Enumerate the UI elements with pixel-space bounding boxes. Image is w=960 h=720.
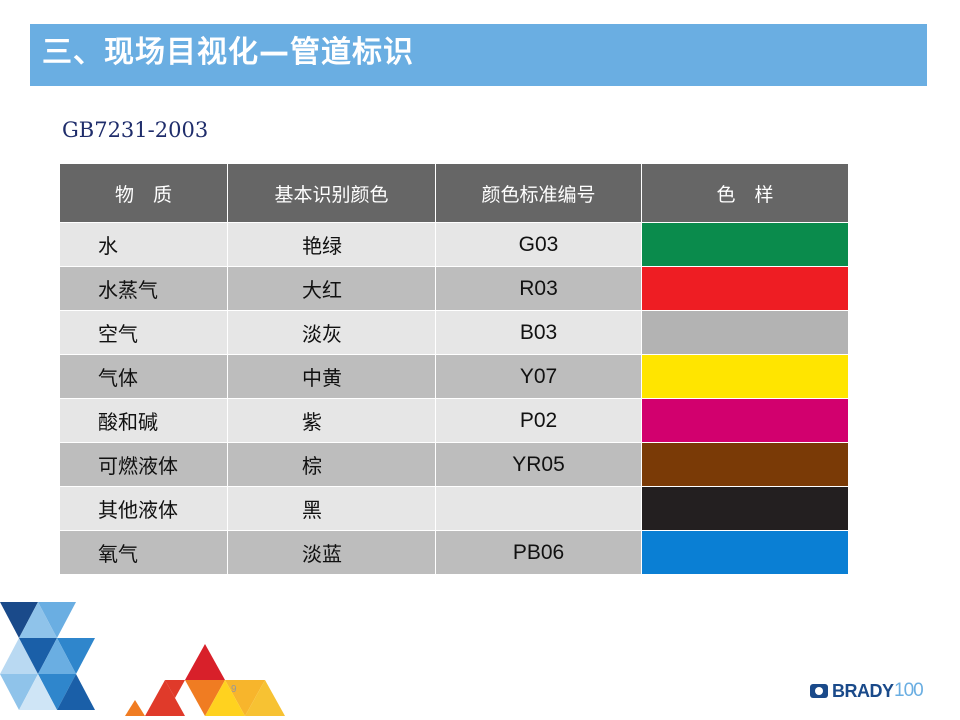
color-swatch	[641, 266, 849, 311]
triangle-decoration	[0, 602, 285, 716]
substance-cell: 酸和碱	[59, 398, 228, 443]
table-row: 水蒸气 大红 R03	[59, 266, 849, 311]
table-row: 气体 中黄 Y07	[59, 354, 849, 399]
table-row: 可燃液体 棕 YR05	[59, 442, 849, 487]
brady-wordmark: BRADY	[832, 681, 894, 701]
color-code-cell: R03	[435, 266, 642, 311]
color-code-cell: B03	[435, 310, 642, 355]
color-name-cell: 中黄	[227, 354, 436, 399]
brady-logo-icon	[810, 684, 828, 698]
color-swatch	[641, 310, 849, 355]
color-code-cell: Y07	[435, 354, 642, 399]
substance-cell: 气体	[59, 354, 228, 399]
color-name-cell: 淡蓝	[227, 530, 436, 575]
color-swatch	[641, 398, 849, 443]
header-substance: 物 质	[59, 163, 228, 223]
brady-100-mark: 100	[894, 680, 924, 701]
slide-title: 三、现场目视化—管道标识	[42, 35, 414, 70]
table-row: 水 艳绿 G03	[59, 222, 849, 267]
standard-code: GB7231-2003	[62, 118, 209, 142]
color-code-cell	[435, 486, 642, 531]
color-code-cell: P02	[435, 398, 642, 443]
pipe-color-table: 物 质 基本识别颜色 颜色标准编号 色 样 水 艳绿 G03 水蒸气 大红 R0…	[59, 163, 849, 575]
header-color-code: 颜色标准编号	[435, 163, 642, 223]
color-swatch	[641, 354, 849, 399]
table-row: 氧气 淡蓝 PB06	[59, 530, 849, 575]
substance-cell: 水	[59, 222, 228, 267]
color-name-cell: 淡灰	[227, 310, 436, 355]
color-swatch	[641, 530, 849, 575]
table-row: 酸和碱 紫 P02	[59, 398, 849, 443]
color-name-cell: 黑	[227, 486, 436, 531]
color-swatch	[641, 442, 849, 487]
page-number: 9	[231, 684, 237, 695]
color-code-cell: G03	[435, 222, 642, 267]
color-name-cell: 艳绿	[227, 222, 436, 267]
color-swatch	[641, 222, 849, 267]
title-bar: 三、现场目视化—管道标识	[30, 24, 927, 86]
table-row: 空气 淡灰 B03	[59, 310, 849, 355]
color-code-cell: YR05	[435, 442, 642, 487]
table-row: 其他液体 黑	[59, 486, 849, 531]
substance-cell: 可燃液体	[59, 442, 228, 487]
substance-cell: 空气	[59, 310, 228, 355]
color-swatch	[641, 486, 849, 531]
color-name-cell: 紫	[227, 398, 436, 443]
substance-cell: 其他液体	[59, 486, 228, 531]
color-name-cell: 大红	[227, 266, 436, 311]
substance-cell: 氧气	[59, 530, 228, 575]
substance-cell: 水蒸气	[59, 266, 228, 311]
color-name-cell: 棕	[227, 442, 436, 487]
header-color-name: 基本识别颜色	[227, 163, 436, 223]
brady-logo: BRADY 100	[810, 680, 940, 702]
color-code-cell: PB06	[435, 530, 642, 575]
header-swatch: 色 样	[641, 163, 849, 223]
table-header-row: 物 质 基本识别颜色 颜色标准编号 色 样	[59, 163, 849, 223]
